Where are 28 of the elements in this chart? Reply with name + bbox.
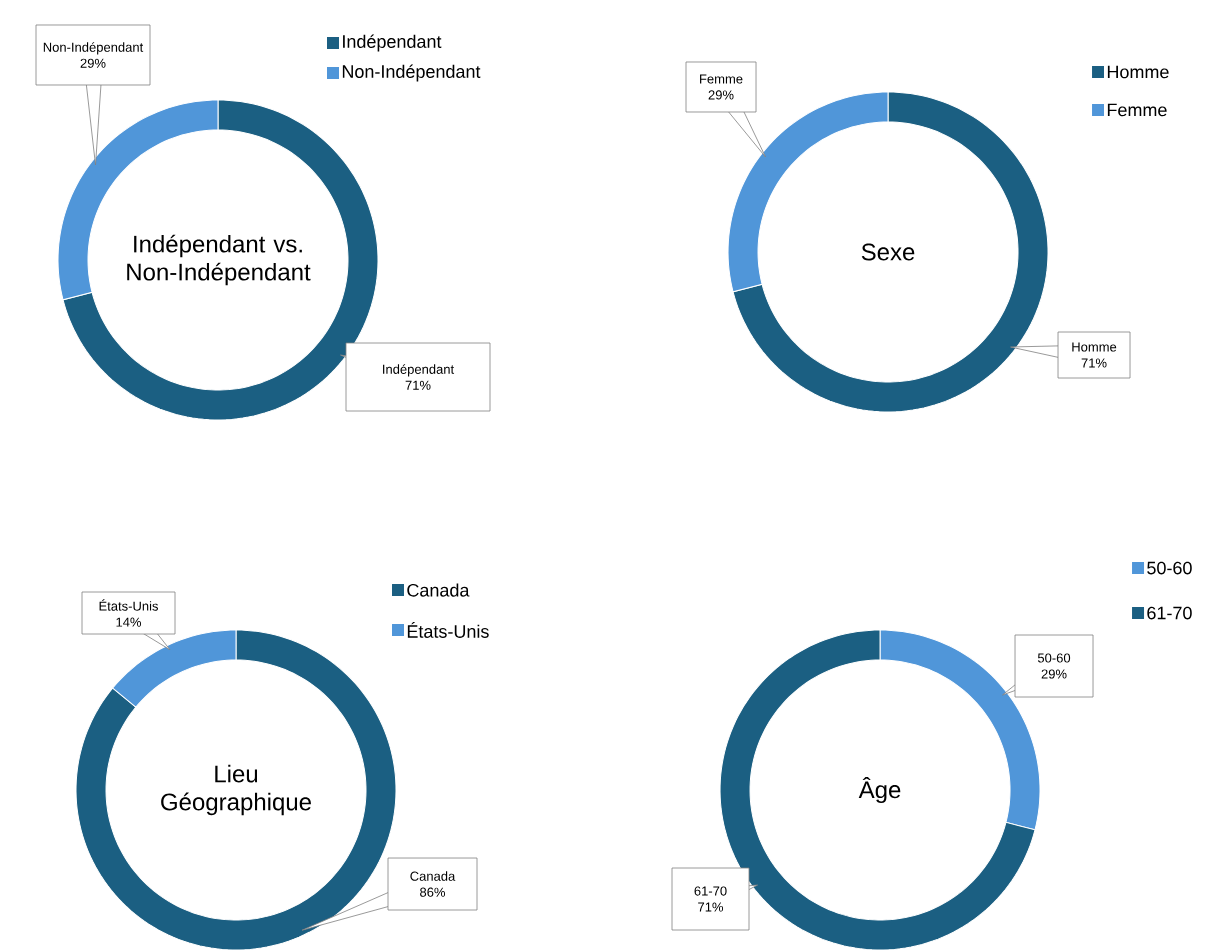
slice-label: Non-Indépendant	[43, 42, 144, 55]
slice-label: Femme	[700, 74, 743, 84]
slice-label: Indépendant	[383, 364, 455, 377]
legend-label: Canada	[407, 583, 470, 597]
data-label: 86%	[420, 887, 446, 897]
slice-label: 61-70	[694, 886, 727, 896]
text: Indépendant vs. Non-Indépendant	[127, 234, 311, 286]
data-label: 29%	[1041, 669, 1067, 679]
legend-label: Femme	[1107, 103, 1167, 117]
data-label: 71%	[698, 902, 724, 912]
legend-label: États-Unis	[407, 622, 489, 638]
legend-label: Non-Indépendant	[342, 64, 481, 82]
slice-label: 50-60	[1037, 653, 1071, 663]
text: Sexe	[861, 243, 915, 261]
data-label: 14%	[116, 617, 142, 627]
data-label: 71%	[1081, 358, 1107, 368]
data-label: 71%	[405, 380, 431, 390]
legend-label: 50-60	[1147, 561, 1192, 575]
legend-label: Homme	[1107, 65, 1169, 79]
data-label: 29%	[708, 90, 734, 100]
legend-label: Indépendant	[343, 34, 442, 52]
slice-label: Homme	[1072, 342, 1117, 352]
slice-label: Canada	[410, 871, 456, 881]
text: Âge	[858, 777, 901, 804]
text: Lieu Géographique	[161, 764, 311, 816]
legend-label: 61-70	[1147, 606, 1192, 620]
data-label: 29%	[80, 58, 106, 68]
slice-label: États-Unis	[99, 599, 158, 611]
